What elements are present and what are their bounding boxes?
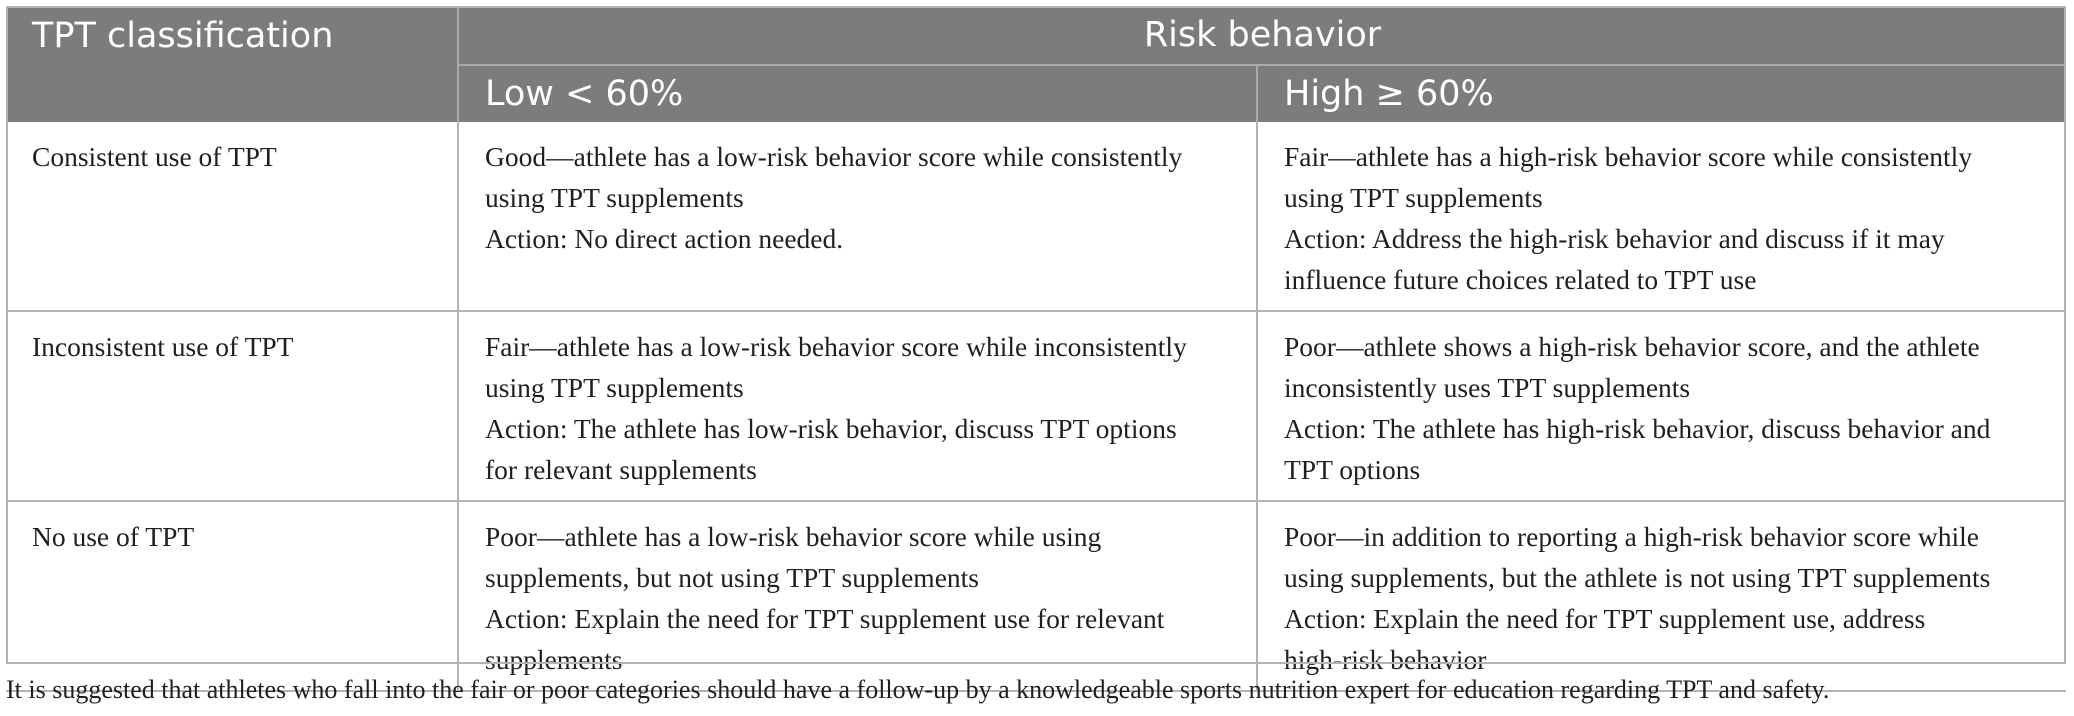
header-high: High ≥ 60% [1257,65,2067,122]
cell-classification: Inconsistent use of TPT [6,311,459,502]
table-row: Consistent use of TPT Good—athlete has a … [6,122,2067,312]
table-body: Consistent use of TPT Good—athlete has a … [6,122,2067,692]
risk-classification-table-container: TPT classification Risk behavior Low < 6… [6,6,2067,692]
table-header: TPT classification Risk behavior Low < 6… [6,6,2067,122]
header-risk-behavior: Risk behavior [458,6,2067,66]
table-footnote: It is suggested that athletes who fall i… [6,675,1830,704]
cell-text-line: supplements [485,644,623,675]
cell-text-line: Action: Explain the need for TPT supplem… [485,603,1165,634]
cell-text-line: Poor—athlete has a low-risk behavior sco… [485,521,1102,552]
cell-classification: Consistent use of TPT [6,122,459,312]
cell-text-line: for relevant supplements [485,454,757,485]
cell-text-line: Fair—athlete has a high-risk behavior sc… [1284,141,1973,172]
cell-text-line: using supplements, but the athlete is no… [1284,562,1991,593]
cell-text-line: influence future choices related to TPT … [1284,264,1757,295]
header-tpt-classification: TPT classification [6,6,459,122]
classification-text: Inconsistent use of TPT [32,331,294,362]
table-row: No use of TPT Poor—athlete has a low-risk… [6,501,2067,692]
cell-low-risk: Fair—athlete has a low-risk behavior sco… [458,311,1258,502]
cell-text-line: Action: No direct action needed. [485,223,844,254]
cell-text-line: using TPT supplements [1284,182,1543,213]
cell-text-line: using TPT supplements [485,182,744,213]
header-low: Low < 60% [458,65,1258,122]
cell-high-risk: Fair—athlete has a high-risk behavior sc… [1257,122,2067,312]
cell-text-line: Action: The athlete has high-risk behavi… [1284,413,1991,444]
table-row: Inconsistent use of TPT Fair—athlete has … [6,311,2067,502]
cell-text-line: using TPT supplements [485,372,744,403]
cell-high-risk: Poor—athlete shows a high-risk behavior … [1257,311,2067,502]
cell-text-line: Action: Address the high-risk behavior a… [1284,223,1945,254]
cell-text-line: Good—athlete has a low-risk behavior sco… [485,141,1183,172]
classification-text: No use of TPT [32,521,195,552]
cell-classification: No use of TPT [6,501,459,692]
cell-text-line: inconsistently uses TPT supplements [1284,372,1691,403]
cell-text-line: Action: The athlete has low-risk behavio… [485,413,1177,444]
cell-low-risk: Poor—athlete has a low-risk behavior sco… [458,501,1258,692]
cell-text-line: TPT options [1284,454,1421,485]
cell-text-line: Fair—athlete has a low-risk behavior sco… [485,331,1187,362]
cell-text-line: Poor—in addition to reporting a high-ris… [1284,521,1979,552]
cell-text-line: Action: Explain the need for TPT supplem… [1284,603,1926,634]
classification-text: Consistent use of TPT [32,141,277,172]
cell-high-risk: Poor—in addition to reporting a high-ris… [1257,501,2067,692]
cell-text-line: supplements, but not using TPT supplemen… [485,562,979,593]
cell-text-line: high-risk behavior [1284,644,1487,675]
cell-low-risk: Good—athlete has a low-risk behavior sco… [458,122,1258,312]
risk-classification-table: TPT classification Risk behavior Low < 6… [6,6,2067,692]
cell-text-line: Poor—athlete shows a high-risk behavior … [1284,331,1980,362]
